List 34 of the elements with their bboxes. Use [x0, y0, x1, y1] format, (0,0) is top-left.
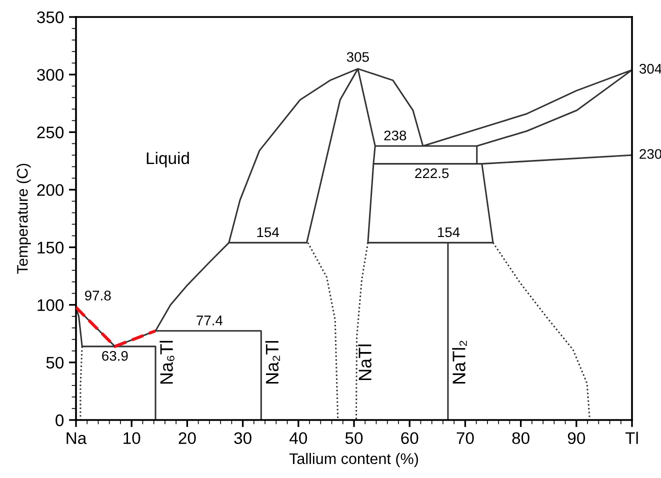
- annotation: 97.8: [84, 290, 111, 300]
- annotation: 63.9: [102, 350, 128, 361]
- y-tick-label: 150: [38, 242, 64, 254]
- annotation: NaTl₂: [452, 340, 467, 384]
- annotation: 222.5: [415, 168, 449, 178]
- annotation: Na₂Tl: [265, 341, 280, 384]
- y-tick-label: 50: [46, 356, 64, 369]
- annotation: 154: [257, 227, 279, 238]
- x-axis-title: Tallium content (%): [289, 452, 418, 468]
- y-tick-label: 300: [37, 68, 64, 81]
- annotation: NaTl: [358, 344, 372, 380]
- y-axis-title: Temperature (C): [16, 164, 31, 274]
- x-tick-label: 70: [456, 432, 474, 444]
- x-tick-label: Na: [66, 432, 87, 444]
- y-tick-label: 350: [37, 11, 64, 24]
- x-tick-label: 30: [234, 432, 252, 444]
- annotation: 154: [438, 227, 460, 238]
- x-tick-label: 40: [290, 432, 308, 444]
- y-tick-label: 200: [37, 184, 64, 196]
- annotation: 238: [384, 130, 406, 140]
- annotation: 305: [346, 52, 369, 62]
- x-tick-label: Tl: [625, 432, 638, 444]
- x-tick-label: 90: [568, 432, 586, 444]
- x-tick-label: 10: [124, 432, 140, 444]
- annotation: Na₆Tl: [160, 340, 174, 384]
- annotation: 77.4: [196, 316, 223, 326]
- annotation: Liquid: [146, 152, 189, 168]
- x-tick-label: 20: [178, 432, 196, 444]
- y-tick-label: 0: [56, 414, 64, 426]
- y-tick-label: 100: [38, 299, 64, 312]
- x-tick-label: 80: [512, 432, 530, 444]
- x-tick-label: 50: [345, 432, 363, 444]
- x-tick-label: 60: [401, 432, 418, 444]
- y-tick-label: 250: [37, 126, 64, 138]
